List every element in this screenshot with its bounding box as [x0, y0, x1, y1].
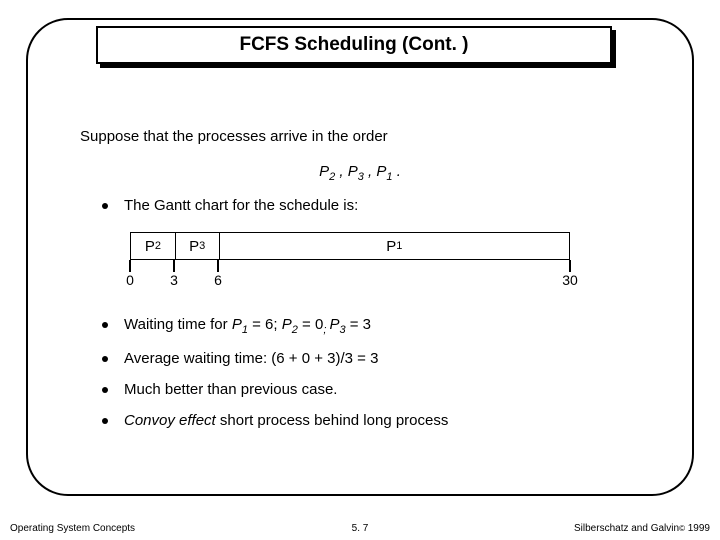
order-tail: . [393, 163, 401, 180]
wt-p2: P [282, 316, 292, 333]
segment-label: P [386, 238, 396, 255]
segment-sub: 3 [199, 240, 205, 252]
convoy-rest: short process behind long process [216, 412, 449, 429]
gantt-tick-label: 30 [562, 272, 578, 288]
wt-eq1: = 6; [248, 316, 282, 333]
segment-label: P [189, 238, 199, 255]
order-sep2: , [364, 163, 377, 180]
order-p3: P [376, 163, 386, 180]
wt-eq3: = 3 [346, 316, 371, 333]
bullet-avg-text: Average waiting time: (6 + 0 + 3)/3 = 3 [124, 350, 378, 367]
footer-left: Operating System Concepts [10, 523, 135, 534]
slide-title: FCFS Scheduling (Cont. ) [239, 34, 468, 56]
footer-right: Silberschatz and Galvin© 1999 [574, 523, 710, 534]
gantt-tick [173, 260, 175, 272]
bullet-better: Much better than previous case. [80, 381, 650, 398]
gantt-tick [129, 260, 131, 272]
intro-text: Suppose that the processes arrive in the… [80, 128, 650, 145]
bullet-gantt-intro: The Gantt chart for the schedule is: [80, 197, 650, 214]
footer-right-post: 1999 [685, 523, 710, 534]
bullet-convoy-text: Convoy effect short process behind long … [124, 412, 448, 429]
content-area: Suppose that the processes arrive in the… [80, 128, 650, 429]
bullet-icon [102, 322, 108, 328]
bullet-icon [102, 356, 108, 362]
bullet-icon [102, 203, 108, 209]
footer-center: 5. 7 [352, 523, 369, 534]
order-p1: P [319, 163, 329, 180]
gantt-tick-label: 3 [170, 272, 178, 288]
gantt-bar: P2P3P1 [130, 232, 570, 260]
wt-eq2: = 0 [298, 316, 323, 333]
gantt-tick-label: 0 [126, 272, 134, 288]
title-box: FCFS Scheduling (Cont. ) [96, 26, 612, 64]
process-order: P2 , P3 , P1 . [200, 163, 520, 183]
footer-right-pre: Silberschatz and Galvin [574, 523, 679, 534]
convoy-em: Convoy effect [124, 412, 216, 429]
wt-pre: Waiting time for [124, 316, 232, 333]
bullet-wait: Waiting time for P1 = 6; P2 = 0; P3 = 3 [80, 316, 650, 336]
bullet-gantt-text: The Gantt chart for the schedule is: [124, 197, 358, 214]
gantt-chart: P2P3P1 03630 [130, 232, 570, 294]
bullet-convoy: Convoy effect short process behind long … [80, 412, 650, 429]
bullet-icon [102, 387, 108, 393]
segment-sub: 2 [155, 240, 161, 252]
order-p2: P [348, 163, 358, 180]
gantt-tick [569, 260, 571, 272]
gantt-tick-label: 6 [214, 272, 222, 288]
bullet-avg: Average waiting time: (6 + 0 + 3)/3 = 3 [80, 350, 650, 367]
segment-sub: 1 [396, 240, 402, 252]
wt-p1: P [232, 316, 242, 333]
gantt-segment: P3 [175, 233, 219, 259]
gantt-segment: P2 [131, 233, 175, 259]
bullet-better-text: Much better than previous case. [124, 381, 337, 398]
gantt-tick [217, 260, 219, 272]
wt-p3: P [329, 316, 339, 333]
bullet-wait-text: Waiting time for P1 = 6; P2 = 0; P3 = 3 [124, 316, 371, 336]
gantt-segment: P1 [219, 233, 569, 259]
bullet-icon [102, 418, 108, 424]
segment-label: P [145, 238, 155, 255]
order-sep1: , [335, 163, 348, 180]
